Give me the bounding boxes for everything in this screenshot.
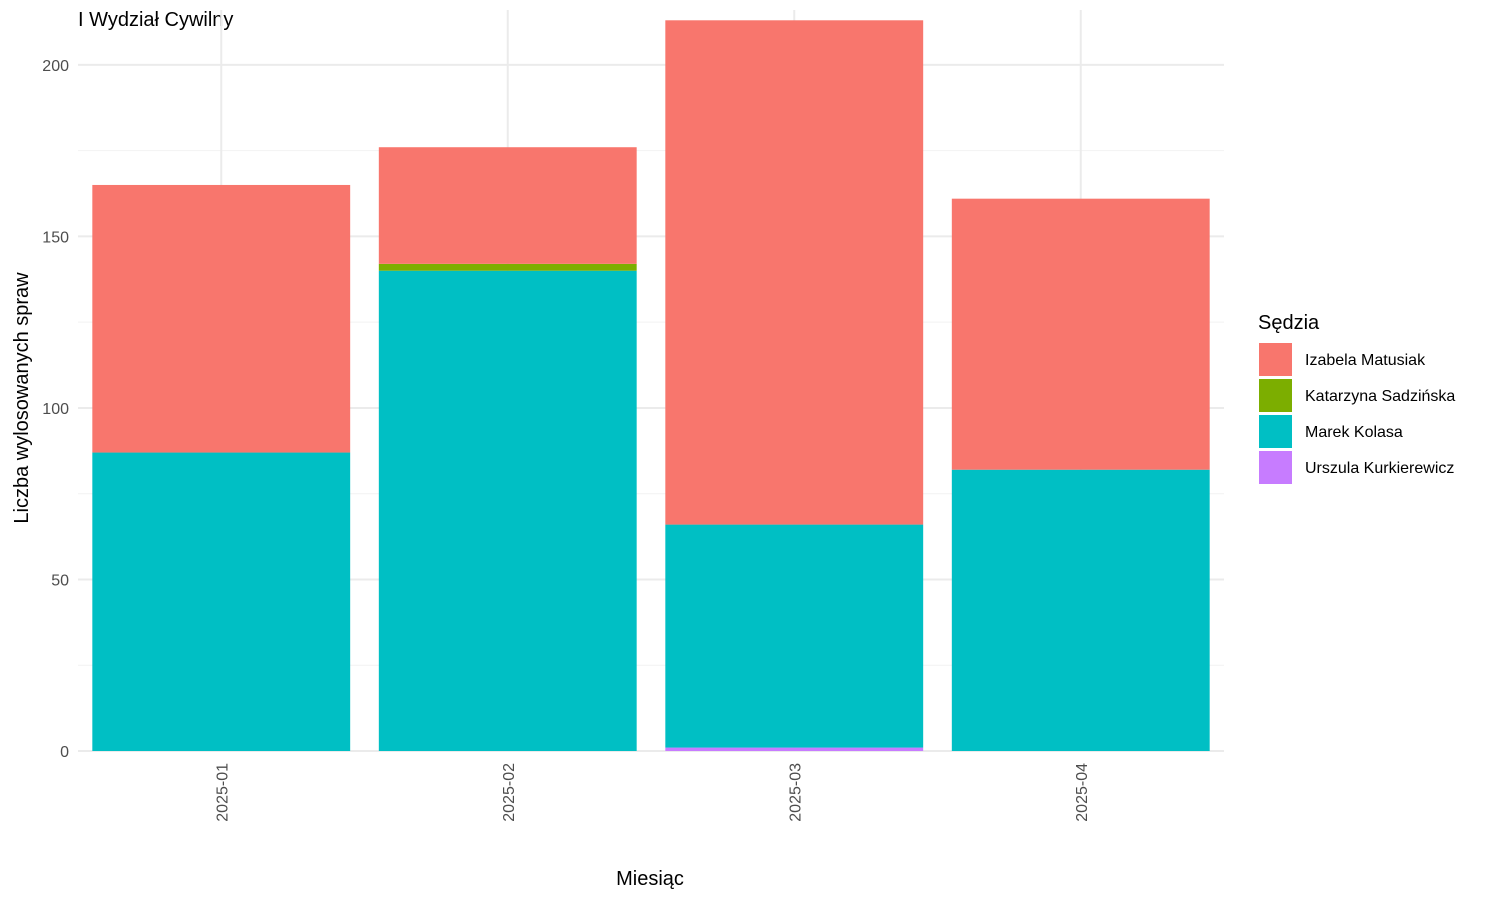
legend-title: Sędzia bbox=[1258, 312, 1320, 334]
legend-label: Izabela Matusiak bbox=[1305, 352, 1426, 369]
legend-key bbox=[1259, 415, 1292, 448]
bar-segment bbox=[951, 198, 1210, 470]
chart-title: I Wydział Cywilny bbox=[78, 9, 233, 31]
x-axis-title: Miesiąc bbox=[616, 868, 684, 890]
y-axis-title: Liczba wylosowanych spraw bbox=[11, 272, 33, 524]
bar-segment bbox=[378, 270, 637, 751]
bar-segment bbox=[665, 747, 924, 751]
y-tick-label: 0 bbox=[60, 744, 69, 761]
bar-segment bbox=[92, 452, 351, 751]
legend-label: Katarzyna Sadzińska bbox=[1305, 388, 1455, 405]
legend: Sędzia Izabela Matusiak Katarzyna Sadzińs… bbox=[1258, 312, 1455, 484]
x-tick-label: 2025-03 bbox=[787, 763, 804, 822]
bar-segment bbox=[92, 184, 351, 453]
legend-key bbox=[1259, 451, 1292, 484]
x-tick-label: 2025-01 bbox=[214, 763, 231, 822]
legend-label: Urszula Kurkierewicz bbox=[1305, 460, 1454, 477]
bar-segment bbox=[378, 147, 637, 264]
bars bbox=[92, 20, 1210, 751]
y-tick-label: 50 bbox=[51, 572, 69, 589]
bar-segment bbox=[665, 524, 924, 748]
bar-segment bbox=[665, 20, 924, 525]
y-tick-label: 150 bbox=[42, 229, 69, 246]
y-tick-label: 100 bbox=[42, 401, 69, 418]
y-tick-label: 200 bbox=[42, 58, 69, 75]
x-axis-ticks: 2025-01 2025-02 2025-03 2025-04 bbox=[214, 763, 1091, 822]
x-tick-label: 2025-02 bbox=[501, 763, 518, 822]
y-axis-ticks: 0 50 100 150 200 bbox=[42, 58, 69, 761]
legend-key bbox=[1259, 379, 1292, 412]
legend-key bbox=[1259, 343, 1292, 376]
bar-segment bbox=[378, 263, 637, 271]
legend-label: Marek Kolasa bbox=[1305, 424, 1403, 441]
x-tick-label: 2025-04 bbox=[1074, 763, 1091, 822]
bar-segment bbox=[951, 469, 1210, 751]
